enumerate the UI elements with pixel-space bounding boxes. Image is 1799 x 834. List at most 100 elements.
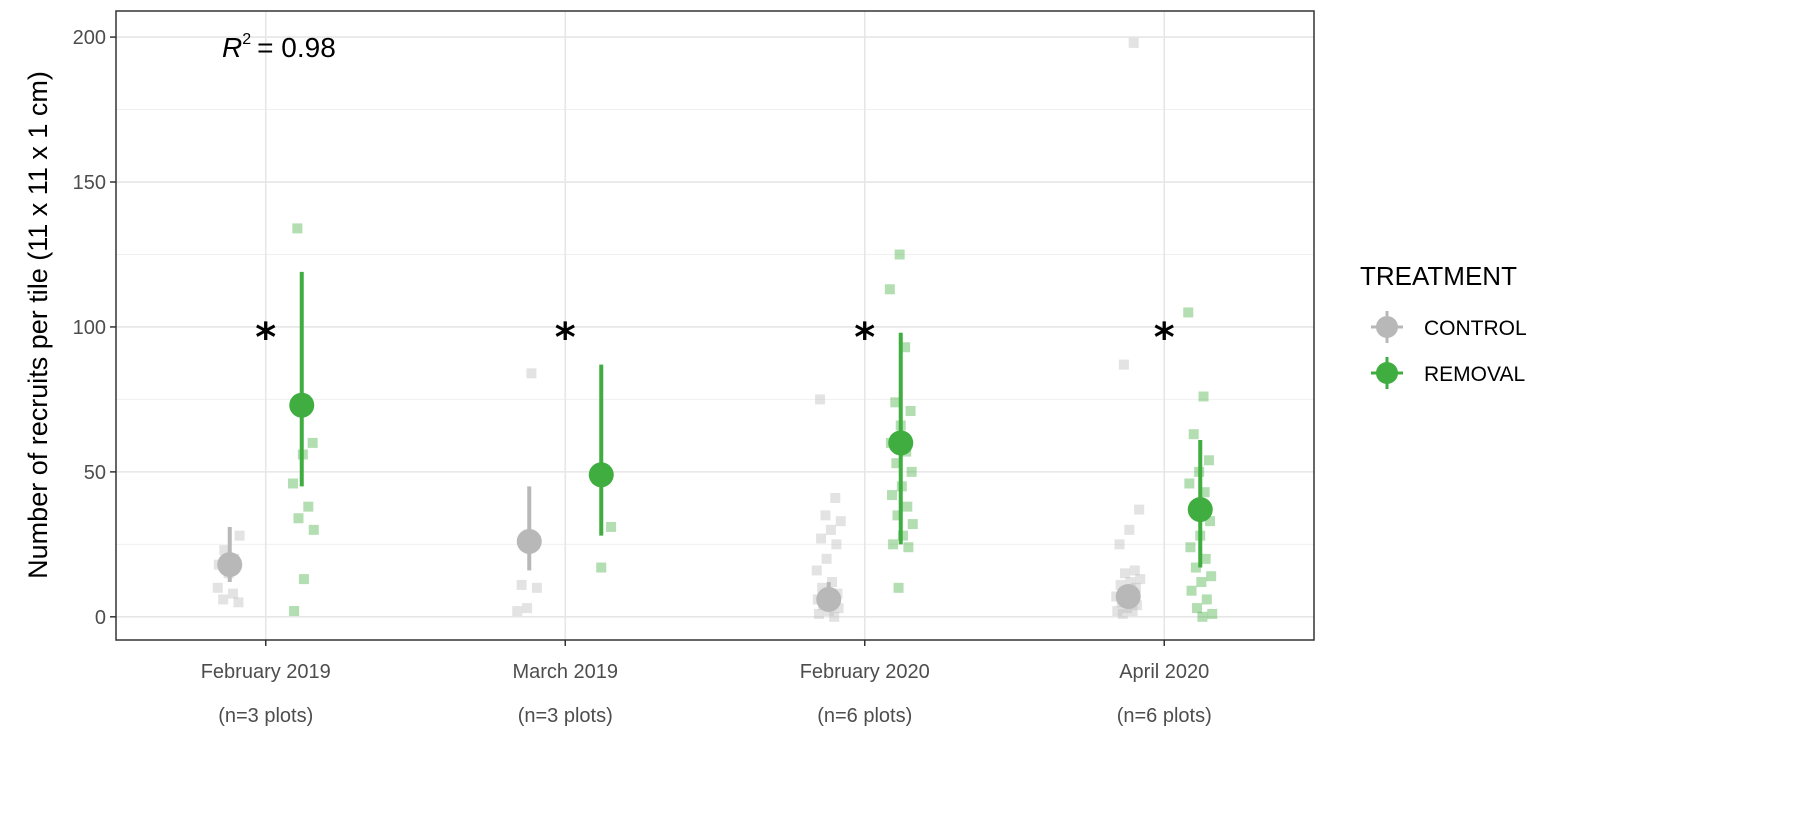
r-squared-superscript: 2	[242, 31, 251, 48]
mean-points	[217, 392, 1213, 612]
significance-stars: * * * *	[255, 315, 1175, 361]
x-tick-label: April 2020	[1119, 661, 1209, 683]
raw-point	[831, 539, 842, 550]
raw-point	[1128, 37, 1139, 48]
raw-point	[218, 594, 229, 605]
raw-point	[894, 249, 905, 260]
raw-point	[1184, 478, 1195, 489]
panel-border	[115, 10, 1315, 641]
raw-point	[1112, 606, 1123, 617]
y-axis: 0 50 100 150 200	[73, 27, 116, 629]
raw-point	[830, 492, 841, 503]
x-axis: February 2019 (n=3 plots) March 2019 (n=3 p…	[201, 640, 1212, 727]
raw-point	[1201, 594, 1212, 605]
r-squared-value: = 0.98	[257, 32, 336, 63]
raw-point	[298, 574, 309, 585]
raw-point	[234, 530, 245, 541]
grid	[116, 11, 1314, 640]
raw-point	[897, 530, 908, 541]
legend-key-point	[1376, 362, 1398, 384]
mean-point	[816, 586, 842, 612]
raw-point	[813, 608, 824, 619]
mean-point	[588, 462, 614, 488]
legend: TREATMENT CONTROL REMOVAL	[1360, 261, 1527, 389]
significance-star: *	[1154, 315, 1175, 361]
raw-point	[512, 606, 523, 617]
raw-point	[1127, 606, 1138, 617]
legend-label: CONTROL	[1424, 317, 1527, 340]
raw-point	[1125, 577, 1136, 588]
raw-points	[212, 37, 1218, 622]
raw-point	[1206, 571, 1217, 582]
r-squared-symbol: R	[222, 32, 242, 63]
y-tick-label: 0	[95, 607, 106, 629]
raw-point	[1203, 455, 1214, 466]
raw-point	[233, 597, 244, 608]
raw-point	[902, 501, 913, 512]
raw-point	[526, 368, 537, 379]
raw-point	[293, 513, 304, 524]
x-tick-label: February 2020	[800, 661, 930, 683]
raw-point	[288, 478, 299, 489]
raw-point	[829, 611, 840, 622]
raw-point	[900, 342, 911, 353]
raw-point	[292, 223, 303, 234]
raw-point	[903, 542, 914, 553]
raw-point	[219, 545, 230, 556]
raw-point	[1129, 565, 1140, 576]
y-tick-label: 50	[84, 462, 106, 484]
mean-point	[888, 430, 914, 456]
raw-point	[890, 397, 901, 408]
raw-point	[1200, 553, 1211, 564]
mean-point	[516, 528, 542, 554]
significance-star: *	[255, 315, 276, 361]
raw-point	[1124, 524, 1135, 535]
legend-title: TREATMENT	[1360, 261, 1517, 291]
raw-point	[817, 582, 828, 593]
raw-point	[907, 519, 918, 530]
raw-point	[596, 562, 607, 573]
raw-point	[289, 606, 300, 617]
raw-point	[1134, 504, 1145, 515]
raw-point	[888, 539, 899, 550]
raw-point	[884, 284, 895, 295]
raw-point	[212, 582, 223, 593]
raw-point	[522, 603, 533, 614]
raw-point	[827, 577, 838, 588]
raw-point	[1186, 585, 1197, 596]
significance-star: *	[555, 315, 576, 361]
raw-point	[1185, 542, 1196, 553]
x-tick-sublabel: (n=3 plots)	[518, 705, 613, 727]
x-tick-sublabel: (n=6 plots)	[817, 705, 912, 727]
raw-point	[821, 553, 832, 564]
raw-point	[308, 524, 319, 535]
y-tick-label: 150	[73, 172, 106, 194]
raw-point	[1135, 574, 1146, 585]
raw-point	[891, 458, 902, 469]
y-tick-label: 200	[73, 27, 106, 49]
raw-point	[820, 510, 831, 521]
raw-point	[606, 521, 617, 532]
raw-point	[1190, 562, 1201, 573]
raw-point	[1196, 577, 1207, 588]
raw-point	[1183, 307, 1194, 318]
raw-point	[887, 490, 898, 501]
raw-point	[893, 582, 904, 593]
x-tick-sublabel: (n=6 plots)	[1117, 705, 1212, 727]
legend-label: REMOVAL	[1424, 363, 1525, 386]
significance-star: *	[854, 315, 875, 361]
legend-key-point	[1376, 316, 1398, 338]
raw-point	[892, 510, 903, 521]
raw-point	[835, 516, 846, 527]
raw-point	[1114, 539, 1125, 550]
mean-point	[217, 552, 243, 578]
x-tick-sublabel: (n=3 plots)	[218, 705, 313, 727]
raw-point	[905, 406, 916, 417]
raw-point	[816, 533, 827, 544]
raw-point	[303, 501, 314, 512]
raw-point	[228, 588, 239, 599]
raw-point	[307, 437, 318, 448]
y-axis-title: Number of recruits per tile (11 x 11 x 1…	[23, 71, 53, 579]
raw-point	[1191, 603, 1202, 614]
